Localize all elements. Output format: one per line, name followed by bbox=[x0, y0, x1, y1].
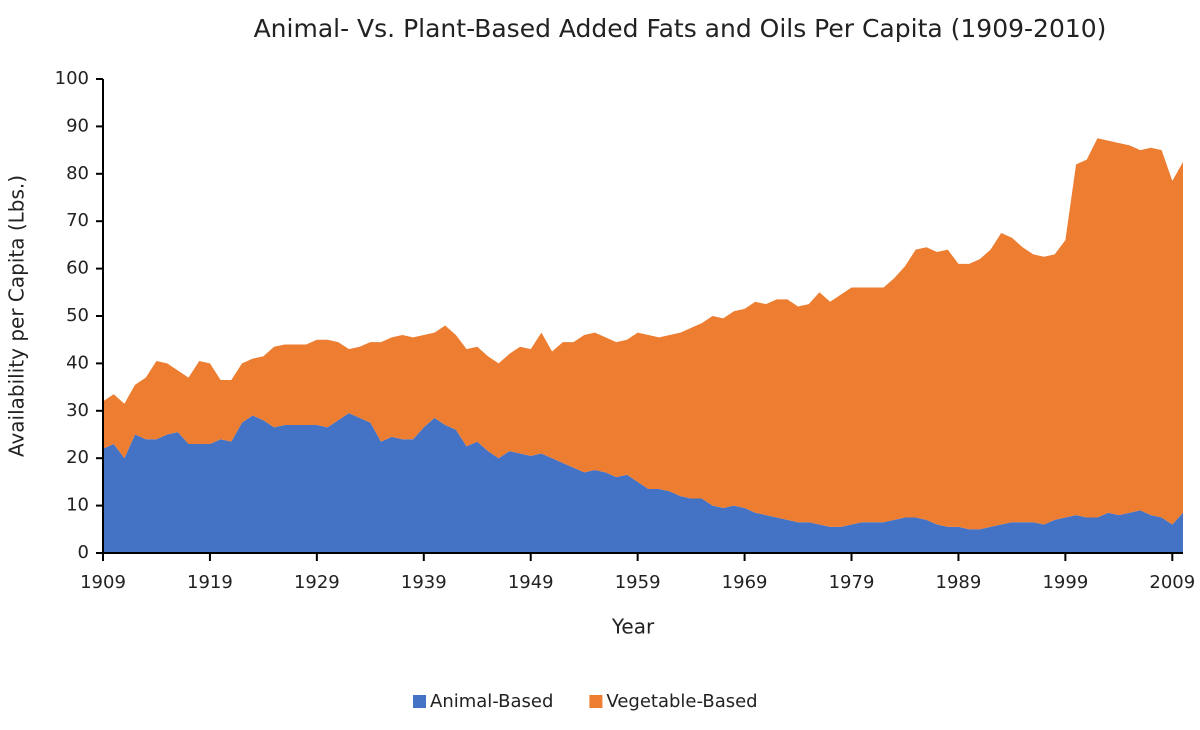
x-tick-label: 1959 bbox=[615, 572, 661, 593]
x-tick-label: 1999 bbox=[1042, 572, 1088, 593]
y-tick-label: 50 bbox=[66, 305, 89, 326]
x-axis-label: Year bbox=[611, 615, 655, 639]
y-tick-label: 20 bbox=[66, 447, 89, 468]
x-tick-label: 1939 bbox=[401, 572, 447, 593]
y-tick-label: 100 bbox=[55, 68, 89, 89]
x-tick-label: 1989 bbox=[936, 572, 982, 593]
x-tick-label: 2009 bbox=[1149, 572, 1195, 593]
legend-swatch bbox=[413, 695, 426, 708]
legend-swatch bbox=[589, 695, 603, 708]
y-axis-label: Availability per Capita (Lbs.) bbox=[5, 175, 29, 457]
y-tick-label: 70 bbox=[66, 210, 89, 231]
y-tick-label: 10 bbox=[66, 495, 89, 516]
y-tick-label: 90 bbox=[66, 115, 89, 136]
y-tick-label: 30 bbox=[66, 400, 89, 421]
x-tick-label: 1919 bbox=[187, 572, 233, 593]
y-tick-label: 60 bbox=[66, 258, 89, 279]
y-tick-label: 40 bbox=[66, 352, 89, 373]
chart-title: Animal- Vs. Plant-Based Added Fats and O… bbox=[254, 14, 1107, 43]
x-tick-label: 1929 bbox=[294, 572, 340, 593]
area bbox=[103, 138, 1183, 530]
x-tick-label: 1909 bbox=[80, 572, 126, 593]
legend-label: Vegetable-Based bbox=[606, 691, 757, 712]
legend-label: Animal-Based bbox=[430, 691, 553, 712]
x-tick-label: 1949 bbox=[508, 572, 554, 593]
y-tick-label: 80 bbox=[66, 163, 89, 184]
x-tick-label: 1969 bbox=[722, 572, 768, 593]
area bbox=[103, 413, 1183, 553]
y-tick-label: 0 bbox=[78, 542, 89, 563]
x-tick-label: 1979 bbox=[829, 572, 875, 593]
